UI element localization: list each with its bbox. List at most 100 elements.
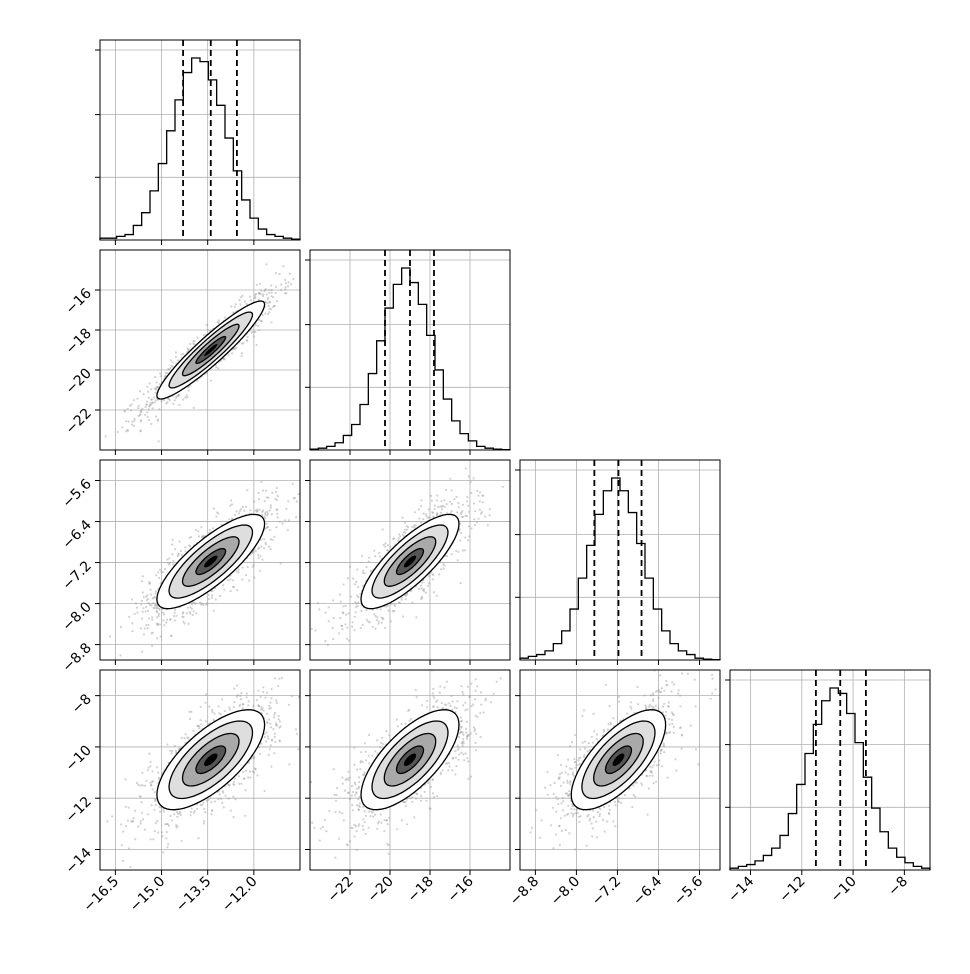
scatter-point (436, 795, 438, 797)
scatter-point (184, 396, 186, 398)
scatter-point (438, 573, 440, 575)
scatter-point (270, 766, 272, 768)
scatter-point (288, 704, 290, 706)
scatter-point (159, 569, 161, 571)
scatter-point (117, 431, 119, 433)
scatter-point (176, 816, 178, 818)
scatter-point (287, 500, 289, 502)
scatter-point (200, 804, 202, 806)
scatter-point (228, 707, 230, 709)
scatter-point (333, 617, 335, 619)
scatter-point (137, 826, 139, 828)
scatter-point (269, 301, 271, 303)
scatter-point (128, 420, 130, 422)
scatter-point (381, 622, 383, 624)
scatter-point (457, 559, 459, 561)
scatter-point (232, 795, 234, 797)
scatter-point (223, 589, 225, 591)
scatter-point (404, 532, 406, 534)
scatter-point (259, 753, 261, 755)
scatter-point (346, 627, 348, 629)
scatter-point (318, 477, 320, 479)
scatter-point (467, 539, 469, 541)
scatter-point (144, 829, 146, 831)
scatter-point (415, 524, 417, 526)
scatter-point (152, 788, 154, 790)
scatter-point (441, 707, 443, 709)
scatter-point (262, 710, 264, 712)
scatter-point (148, 408, 150, 410)
scatter-point (144, 414, 146, 416)
scatter-point (285, 292, 287, 294)
scatter-point (210, 813, 212, 815)
scatter-point (256, 774, 258, 776)
scatter-point (475, 678, 477, 680)
scatter-point (186, 612, 188, 614)
scatter-point (224, 710, 226, 712)
scatter-point (320, 679, 322, 681)
scatter-point (151, 804, 153, 806)
scatter-point (291, 695, 293, 697)
scatter-point (205, 693, 207, 695)
scatter-point (134, 810, 136, 812)
scatter-point (165, 837, 167, 839)
scatter-point (353, 629, 355, 631)
y-tick-label: −8 (69, 691, 95, 717)
scatter-point (137, 407, 139, 409)
scatter-point (360, 610, 362, 612)
scatter-point (139, 784, 141, 786)
scatter-point (145, 404, 147, 406)
scatter-point (136, 611, 138, 613)
scatter-point (432, 705, 434, 707)
scatter-point (206, 800, 208, 802)
scatter-point (422, 513, 424, 515)
scatter-point (145, 606, 147, 608)
scatter-point (168, 557, 170, 559)
scatter-point (236, 510, 238, 512)
scatter-point (467, 505, 469, 507)
scatter-point (271, 292, 273, 294)
scatter-point (221, 698, 223, 700)
scatter-point (275, 286, 277, 288)
scatter-point (139, 795, 141, 797)
panel-content (88, 677, 322, 873)
scatter-point (188, 537, 190, 539)
scatter-point (155, 799, 157, 801)
scatter-point (476, 521, 478, 523)
scatter-point (252, 566, 254, 568)
scatter-point (140, 420, 142, 422)
scatter-point (328, 620, 330, 622)
scatter-point (222, 790, 224, 792)
scatter-point (358, 796, 360, 798)
scatter-point (133, 399, 135, 401)
scatter-point (249, 296, 251, 298)
scatter-point (229, 578, 231, 580)
scatter-point (332, 627, 334, 629)
scatter-point (189, 343, 191, 345)
scatter-point (193, 601, 195, 603)
scatter-point (425, 513, 427, 515)
scatter-point (354, 583, 356, 585)
scatter-point (158, 577, 160, 579)
scatter-point (150, 388, 152, 390)
scatter-point (156, 381, 158, 383)
scatter-point (365, 815, 367, 817)
scatter-point (166, 619, 168, 621)
scatter-point (164, 823, 166, 825)
scatter-point (160, 375, 162, 377)
scatter-point (146, 594, 148, 596)
scatter-point (277, 516, 279, 518)
scatter-point (239, 303, 241, 305)
scatter-point (349, 840, 351, 842)
scatter-point (253, 756, 255, 758)
scatter-point (106, 820, 108, 822)
scatter-point (263, 547, 265, 549)
scatter-point (502, 486, 504, 488)
scatter-point (307, 656, 309, 658)
scatter-point (354, 601, 356, 603)
panel-content (307, 436, 522, 664)
scatter-point (131, 421, 133, 423)
scatter-point (487, 524, 489, 526)
scatter-point (74, 459, 76, 461)
scatter-point (233, 781, 235, 783)
